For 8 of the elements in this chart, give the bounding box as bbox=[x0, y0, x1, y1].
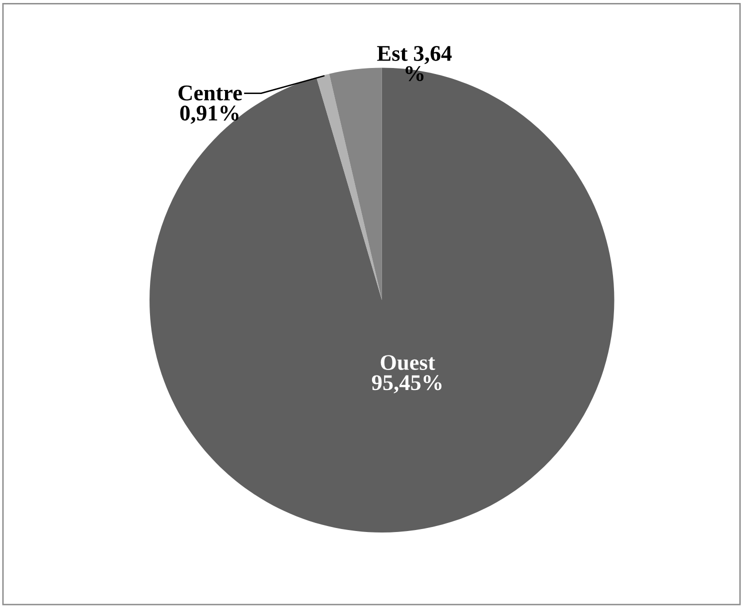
data-label: 95,45% bbox=[372, 375, 442, 394]
pie-slice bbox=[316, 74, 382, 300]
pie-slice bbox=[150, 68, 614, 533]
slice-label: Ouest bbox=[380, 355, 436, 370]
slice-label: Centre bbox=[178, 86, 242, 100]
slice-label: Est 3,64 % bbox=[377, 46, 452, 82]
pie-slice bbox=[329, 68, 382, 300]
data-label: 0,91% bbox=[180, 106, 238, 124]
